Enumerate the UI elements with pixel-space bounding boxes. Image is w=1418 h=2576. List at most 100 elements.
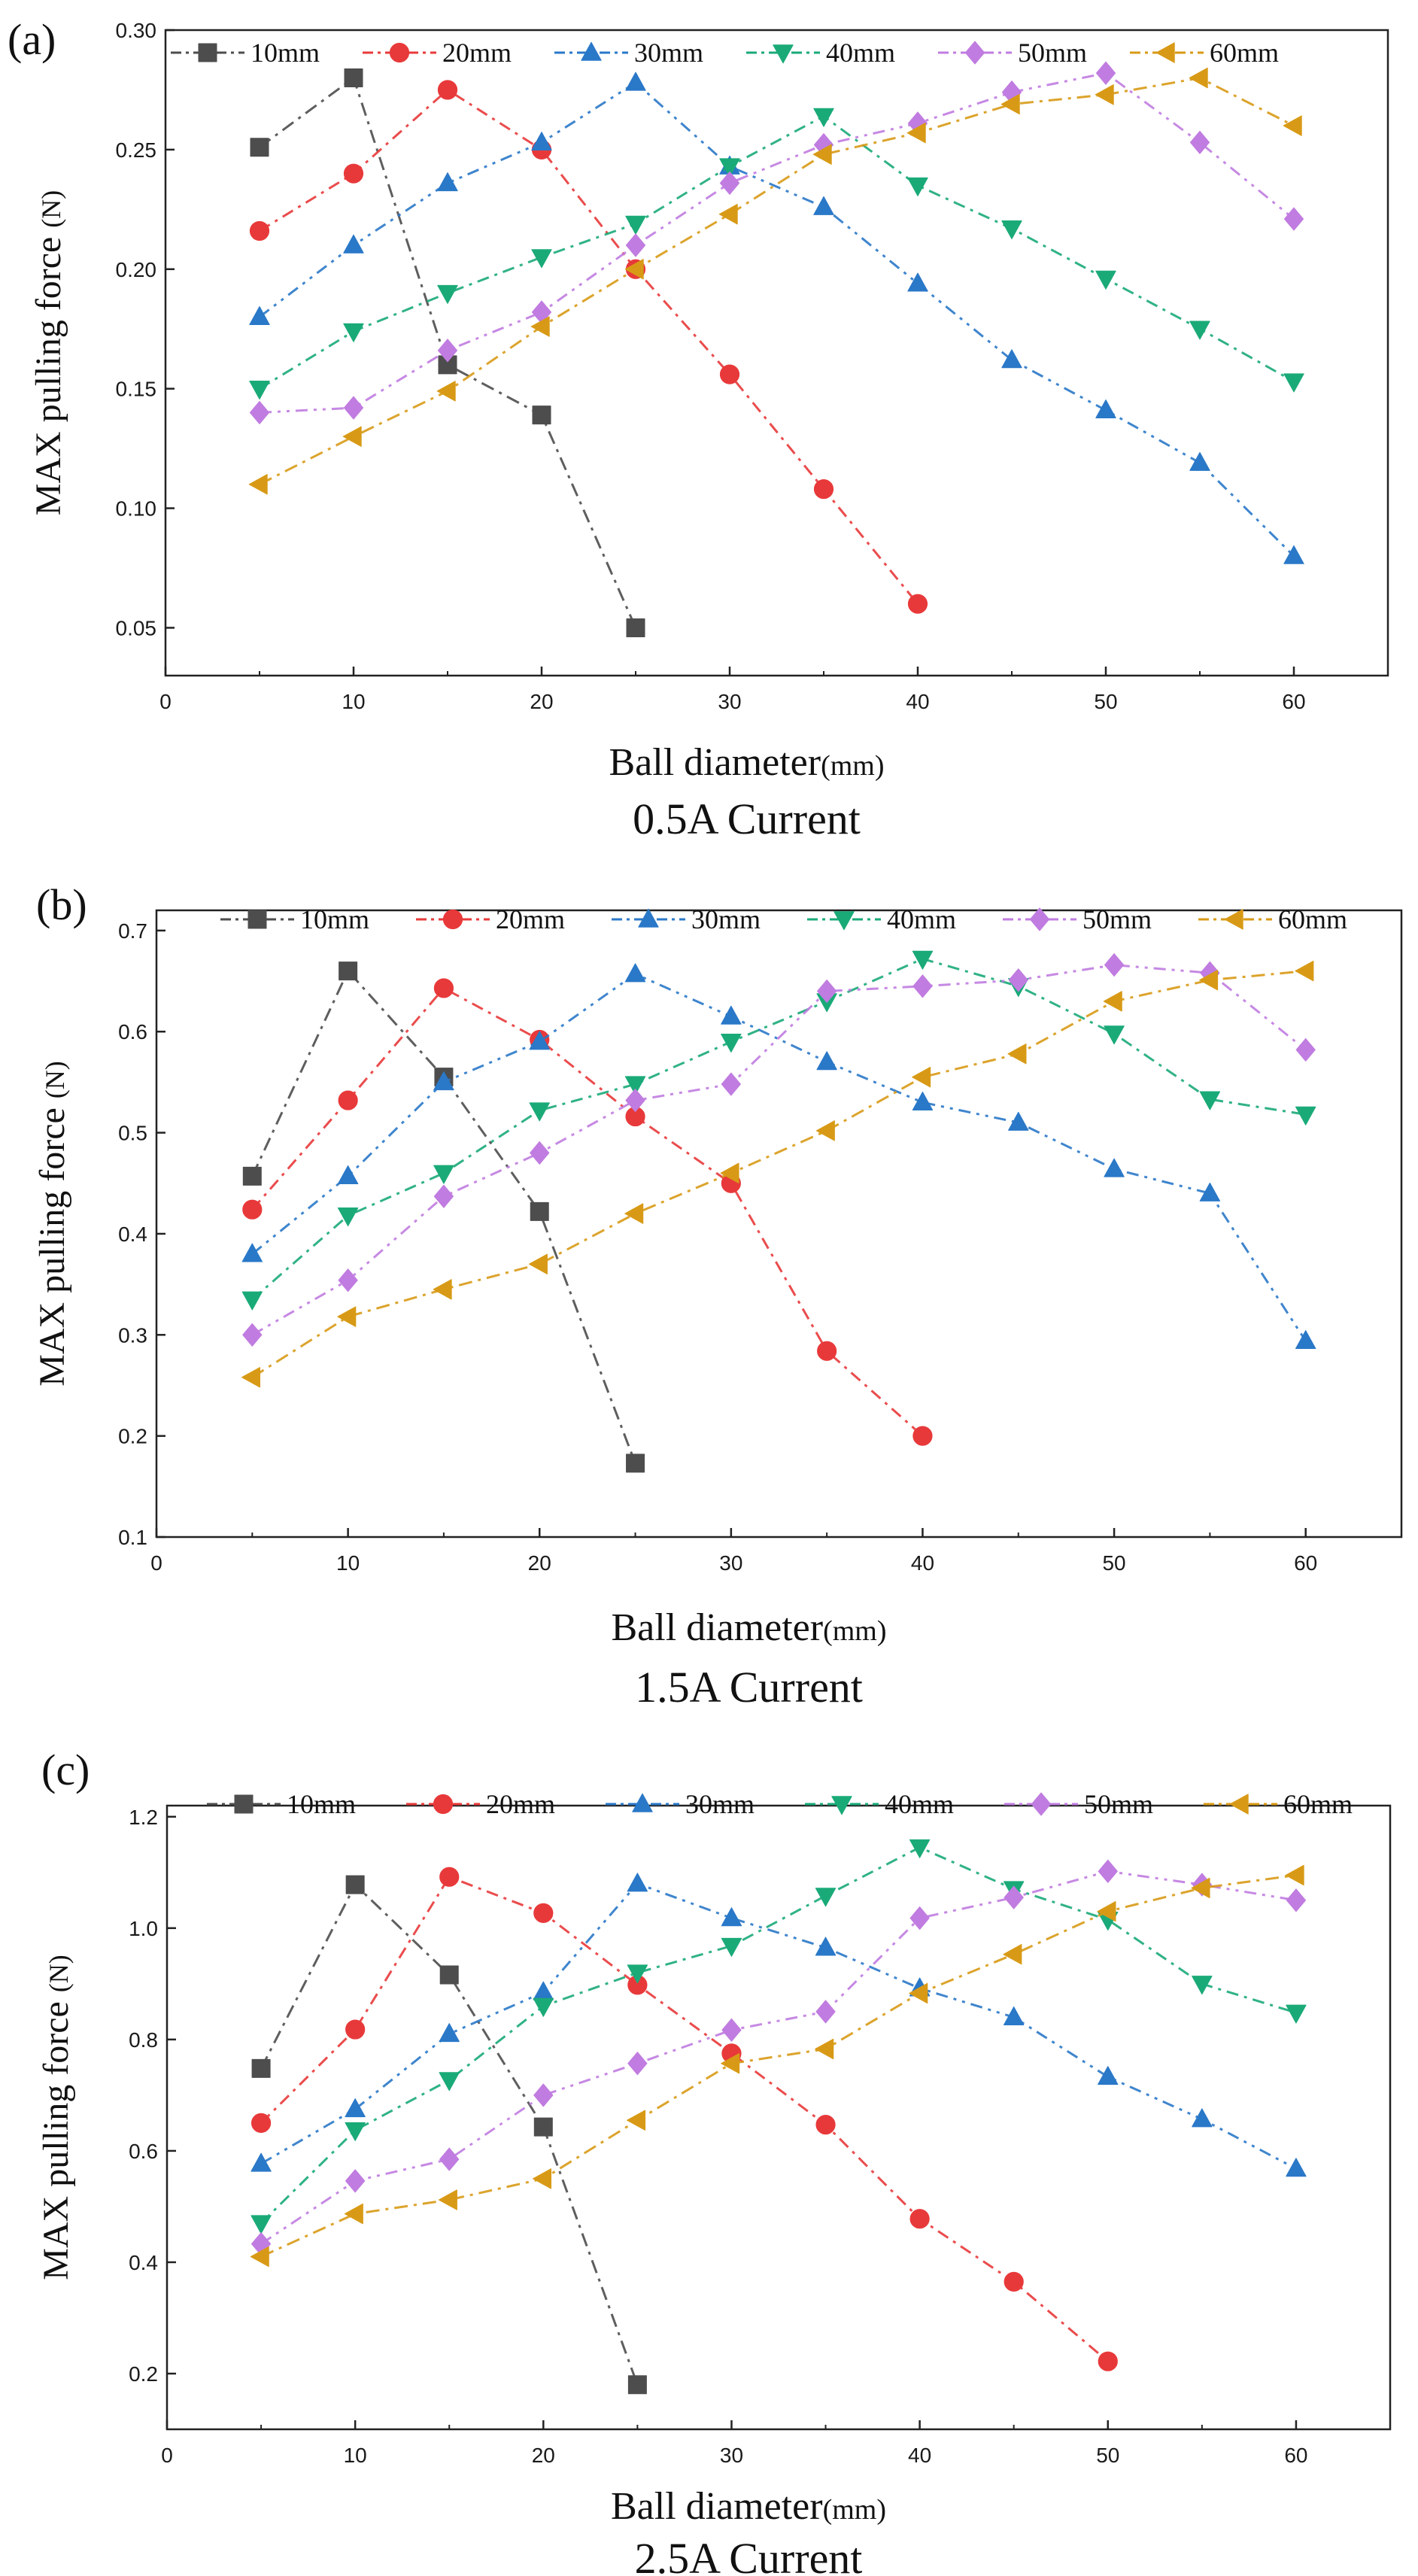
data-point-40mm <box>345 2122 366 2141</box>
x-tick-label: 20 <box>532 2444 555 2467</box>
legend-marker-30mm <box>632 1793 653 1812</box>
legend-label-50mm: 50mm <box>1084 1789 1153 1819</box>
data-point-30mm <box>625 71 646 91</box>
series-line-30mm <box>251 972 1307 1342</box>
legend-label-40mm: 40mm <box>826 38 895 68</box>
data-point-10mm <box>339 961 358 981</box>
data-point-20mm <box>338 1090 358 1110</box>
data-point-40mm <box>343 323 364 342</box>
data-point-50mm <box>1008 968 1028 992</box>
data-point-40mm <box>721 1937 742 1957</box>
series-line-50mm <box>259 71 1295 414</box>
data-point-50mm <box>1189 130 1210 154</box>
y-tick-label: 1.0 <box>129 1917 158 1940</box>
series-line-30mm <box>259 81 1295 557</box>
legend-marker-20mm <box>389 42 410 63</box>
data-point-60mm <box>528 1253 548 1274</box>
data-point-30mm <box>1104 1158 1125 1177</box>
data-point-50mm <box>1098 1859 1118 1883</box>
data-point-20mm <box>719 364 740 384</box>
data-point-30mm <box>241 1243 263 1262</box>
data-point-30mm <box>437 172 458 192</box>
legend-marker-50mm <box>964 41 985 65</box>
legend-label-60mm: 60mm <box>1278 904 1347 934</box>
data-point-60mm <box>438 2189 457 2210</box>
series-line-50mm <box>260 1870 1297 2245</box>
y-tick-label: 0.25 <box>116 138 157 162</box>
data-point-50mm <box>721 2018 742 2042</box>
data-point-20mm <box>1098 2351 1118 2371</box>
x-axis-label: Ball diameter(mm) <box>611 2485 886 2528</box>
legend-label-10mm: 10mm <box>251 38 320 68</box>
data-point-50mm <box>249 400 270 424</box>
data-point-20mm <box>815 2115 836 2135</box>
data-point-40mm <box>627 1964 648 1984</box>
y-tick-label: 0.05 <box>116 616 157 639</box>
x-tick-label: 10 <box>342 690 365 713</box>
y-tick-label: 0.6 <box>118 1020 147 1043</box>
series-line-10mm <box>260 1882 639 2386</box>
series-line-40mm <box>260 1845 1297 2225</box>
data-point-40mm <box>1286 2004 1307 2024</box>
legend-marker-40mm <box>773 44 794 64</box>
data-point-30mm <box>1192 2108 1213 2128</box>
x-axis-label-main: Ball diameter <box>612 1606 824 1649</box>
data-point-40mm <box>624 1076 646 1095</box>
data-point-60mm <box>433 1279 452 1300</box>
legend-label-10mm: 10mm <box>300 904 369 934</box>
legend-label-50mm: 50mm <box>1082 904 1152 934</box>
chart-panel-1: 0 10 20 30 40 50 60 0.05 0.10 0.15 0.20 0.25 0.30 (a)… <box>8 15 1389 843</box>
y-tick-label: 0.10 <box>116 497 157 521</box>
data-point-50mm <box>338 1268 358 1293</box>
legend-marker-50mm <box>1031 1792 1052 1816</box>
x-tick-label: 30 <box>719 1551 742 1575</box>
data-point-60mm <box>721 2053 740 2074</box>
data-point-60mm <box>342 426 362 447</box>
data-point-40mm <box>1104 1025 1125 1045</box>
data-point-60mm <box>250 2246 269 2268</box>
series-line-50mm <box>251 964 1307 1336</box>
x-tick-label: 50 <box>1102 1551 1125 1575</box>
legend-marker-20mm <box>433 1794 454 1815</box>
data-point-20mm <box>817 1341 837 1361</box>
series-line-40mm <box>251 957 1306 1301</box>
data-point-60mm <box>815 1120 835 1141</box>
y-axis-label-unit: (N) <box>44 1955 74 1992</box>
panel-subtitle: 2.5A Current <box>635 2534 863 2576</box>
data-point-60mm <box>241 1367 261 1388</box>
data-point-10mm <box>530 1201 549 1221</box>
x-tick-label: 30 <box>718 690 741 713</box>
data-point-60mm <box>248 474 268 495</box>
data-point-20mm <box>909 2209 930 2229</box>
data-point-30mm <box>624 963 646 983</box>
legend-marker-60mm <box>1155 42 1175 63</box>
data-point-40mm <box>719 158 740 178</box>
x-tick-label: 50 <box>1094 690 1117 713</box>
data-point-20mm <box>533 1903 554 1923</box>
data-point-60mm <box>906 122 926 144</box>
data-point-30mm <box>1286 2158 1307 2177</box>
data-point-30mm <box>531 132 552 151</box>
data-point-30mm <box>533 1981 554 2000</box>
legend-label-10mm: 10mm <box>287 1789 356 1819</box>
data-point-40mm <box>433 1165 454 1184</box>
data-point-60mm <box>533 2168 552 2189</box>
data-point-40mm <box>907 177 928 196</box>
y-tick-label: 0.2 <box>118 1425 147 1448</box>
legend-label-20mm: 20mm <box>442 38 512 68</box>
data-point-30mm <box>251 2152 272 2172</box>
data-point-40mm <box>531 249 552 269</box>
y-axis-label-main: MAX pulling force <box>36 1992 76 2280</box>
legend-marker-10mm <box>247 910 267 929</box>
y-axis-label: MAX pulling force (N) <box>29 190 68 516</box>
data-point-60mm <box>344 2203 363 2225</box>
data-point-40mm <box>251 2215 272 2234</box>
panel-label: (a) <box>8 15 56 64</box>
data-point-30mm <box>816 1051 837 1071</box>
data-point-10mm <box>532 406 551 425</box>
data-point-40mm <box>439 2072 460 2091</box>
series-line-20mm <box>259 88 919 605</box>
data-point-50mm <box>625 1089 645 1113</box>
data-point-40mm <box>533 1997 554 2017</box>
